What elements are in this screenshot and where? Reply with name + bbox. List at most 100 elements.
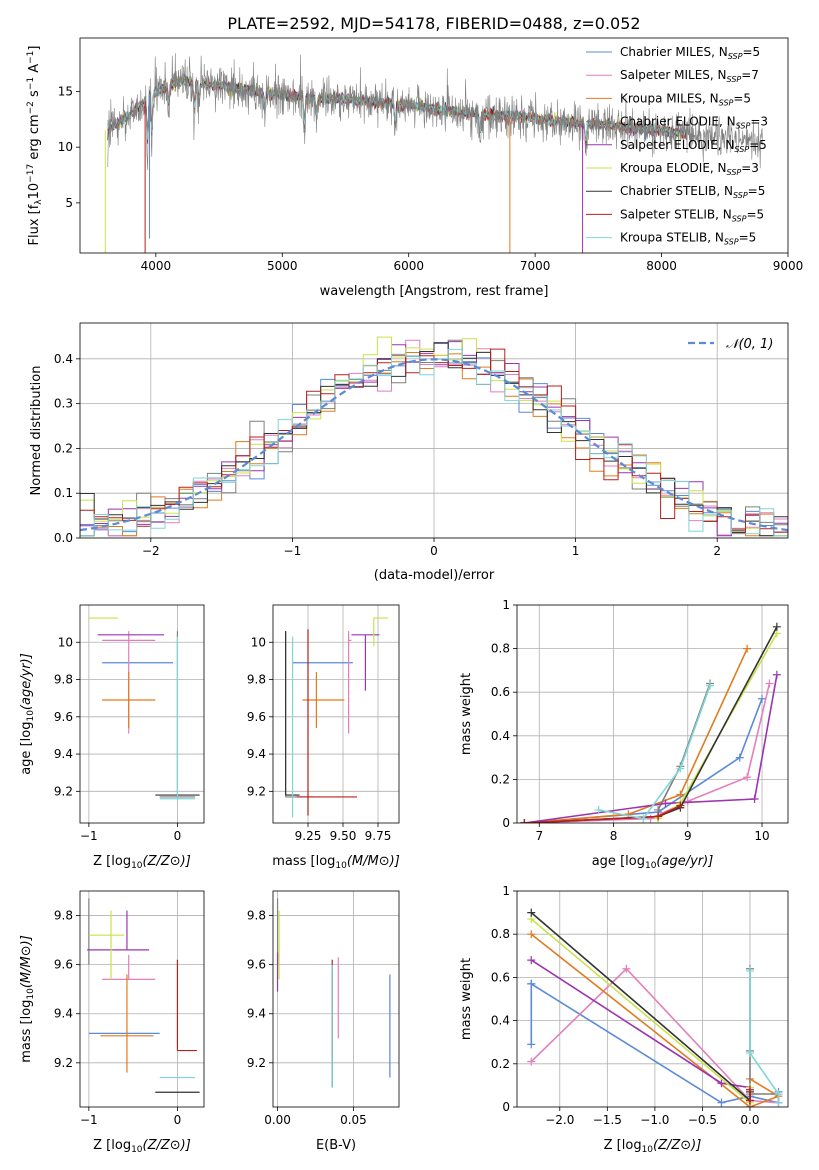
- series-line: [749, 970, 780, 1103]
- series-marker: [745, 1096, 754, 1105]
- x-tick-label: −0.5: [688, 1113, 717, 1127]
- x-tick-label: 0: [174, 1113, 182, 1127]
- errorbar-kroupa-stelib: [159, 636, 196, 800]
- plot-area: [80, 605, 204, 823]
- errorbar-kroupa-elodie: [373, 617, 388, 646]
- series-marker: [717, 1098, 726, 1107]
- x-axis-label: wavelength [Angstrom, rest frame]: [320, 284, 549, 299]
- x-tick-label: 9.25: [295, 829, 322, 843]
- errorbar-kroupa-elodie: [88, 910, 125, 980]
- legend-label-chabrier-miles: Chabrier MILES, NSSP=5: [620, 45, 760, 61]
- y-tick-label: 9.6: [54, 710, 73, 724]
- series-marker: [683, 797, 692, 806]
- ticks: −1 0 9.2 9.4 9.6 9.8 10: [54, 635, 181, 843]
- y-axis-label: Flux [fλ10−17 erg cm−2 s−1 A−1]: [26, 46, 44, 246]
- y-tick-label: 1: [502, 598, 510, 612]
- y-tick-label: 0.4: [491, 1014, 510, 1028]
- x-tick-label: −1.0: [640, 1113, 669, 1127]
- x-tick-label: 0: [430, 544, 438, 558]
- x-tick-label: 9000: [773, 259, 804, 273]
- axes-frame: [516, 604, 789, 824]
- series-marker: [743, 773, 752, 782]
- panel-massweight-vs-Z: −2.0 −1.5 −1.0 −0.5 0.0 0 0.2 0.4 0.6 0.8 1 Z [log1…: [459, 884, 789, 1155]
- series-chabrier-stelib: [520, 622, 781, 823]
- series-marker: [527, 930, 536, 939]
- series-marker: [745, 1085, 754, 1094]
- x-axis-label: Z [log10(Z/Z⊙)]: [93, 1138, 191, 1155]
- legend-label-kroupa-elodie: Kroupa ELODIE, NSSP=3: [620, 161, 759, 177]
- series-salpeter-stelib: [745, 1085, 754, 1105]
- series-kroupa-stelib: [594, 681, 715, 823]
- y-tick-label: 9.6: [247, 958, 266, 972]
- series-line: [530, 933, 781, 1107]
- series-kroupa-elodie: [527, 915, 754, 1107]
- x-tick-label: 8: [610, 829, 618, 843]
- y-tick-label: 9.4: [247, 747, 266, 761]
- legend-label-salpeter-stelib: Salpeter STELIB, NSSP=5: [620, 207, 764, 223]
- plot-area: [517, 891, 788, 1107]
- plot-area: [273, 891, 399, 1107]
- y-tick-label: 9.4: [54, 1007, 73, 1021]
- y-tick-label: 9.2: [54, 784, 73, 798]
- legend-label-salpeter-elodie: Salpeter ELODIE, NSSP=5: [620, 138, 767, 154]
- y-tick-label: 5: [65, 196, 73, 210]
- y-tick-label: 9.8: [247, 909, 266, 923]
- x-axis-label: age [log10(age/yr)]: [592, 854, 714, 871]
- series-marker: [527, 908, 536, 917]
- x-tick-label: −2.0: [545, 1113, 574, 1127]
- x-axis-label: mass [log10(M/M⊙)]: [272, 854, 400, 871]
- y-axis-label: mass weight: [459, 958, 474, 1040]
- panel-age-vs-mass: 9.25 9.50 9.75 9.2 9.4 9.6 9.8 10 mass [log10(M/…: [247, 604, 400, 871]
- y-tick-label: 10: [58, 635, 73, 649]
- plot-area: [80, 891, 204, 1107]
- series-marker: [745, 966, 754, 975]
- y-axis-label: mass weight: [459, 673, 474, 755]
- y-tick-label: 9.4: [247, 1007, 266, 1021]
- series-salpeter-stelib: [520, 801, 685, 823]
- series-marker: [676, 790, 685, 799]
- ticks: −2.0 −1.5 −1.0 −0.5 0.0 0 0.2 0.4 0.6 0.8 1: [491, 884, 760, 1127]
- legend-label-normal: 𝒩(0, 1): [726, 337, 773, 352]
- errorbar-salpeter-elodie: [351, 634, 380, 691]
- series-marker: [594, 805, 603, 814]
- axes-frame: [272, 604, 400, 824]
- x-tick-label: 8000: [646, 259, 677, 273]
- x-axis-label: E(B-V): [316, 1138, 356, 1153]
- series-marker: [758, 694, 767, 703]
- series-marker: [765, 679, 774, 688]
- series-marker: [706, 681, 715, 690]
- ticks: 7 8 9 10 0 0.2 0.4 0.6 0.8 1: [491, 598, 770, 843]
- y-tick-label: 15: [58, 84, 73, 98]
- series-marker: [624, 810, 633, 819]
- x-tick-label: 2: [713, 544, 721, 558]
- series-line: [524, 674, 778, 823]
- y-axis-label: Normed distribution: [29, 366, 44, 496]
- x-tick-label: 4000: [141, 259, 172, 273]
- y-tick-label: 9.2: [247, 1056, 266, 1070]
- series-line: [530, 911, 751, 1103]
- x-tick-label: 5000: [267, 259, 298, 273]
- series-marker: [774, 1098, 783, 1107]
- y-tick-label: 9.6: [54, 958, 73, 972]
- y-tick-label: 9.8: [54, 909, 73, 923]
- y-tick-label: 0.6: [491, 970, 510, 984]
- series-marker: [717, 1079, 726, 1088]
- axes-frame: [79, 322, 789, 539]
- errorbar-salpeter-stelib: [176, 959, 197, 1052]
- series-marker: [527, 1040, 536, 1049]
- errorbar-salpeter-miles: [102, 954, 156, 980]
- y-tick-label: 10: [251, 635, 266, 649]
- plot-area: [273, 605, 399, 823]
- x-tick-label: 7000: [520, 259, 551, 273]
- errorbar-salpeter-stelib: [296, 629, 357, 816]
- legend-label-salpeter-miles: Salpeter MILES, NSSP=7: [620, 68, 759, 84]
- histogram-kroupa-stelib: [80, 348, 788, 538]
- errorbar-salpeter-elodie: [87, 910, 150, 951]
- y-tick-label: 1: [502, 884, 510, 898]
- series-line: [530, 959, 751, 1107]
- y-tick-label: 0.1: [54, 486, 73, 500]
- series-line: [524, 683, 771, 823]
- panel-spectrum: 4000 5000 6000 7000 8000 9000 5 10 15 wavelength …: [26, 37, 804, 299]
- ticks: 0.00 0.05 9.2 9.4 9.6 9.8: [247, 909, 367, 1127]
- y-tick-label: 0.2: [491, 1057, 510, 1071]
